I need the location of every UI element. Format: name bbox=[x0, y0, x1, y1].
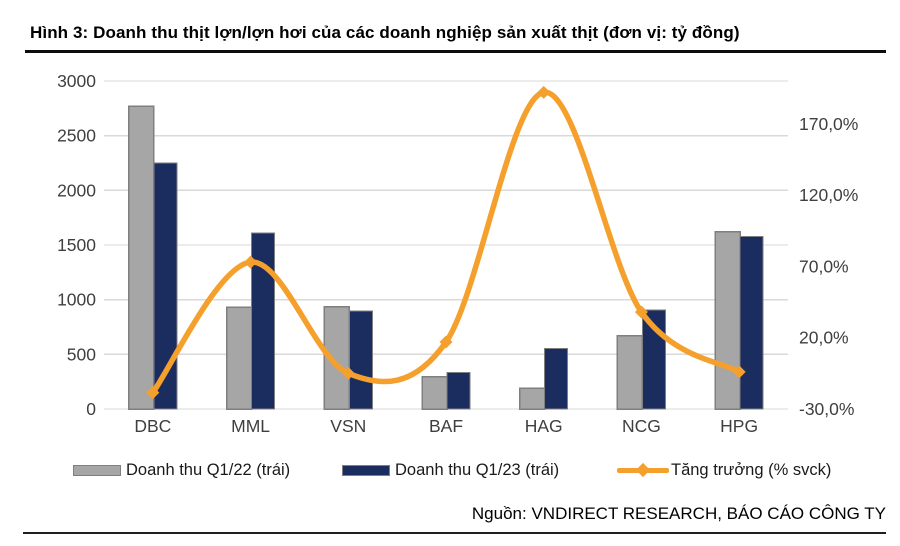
right-axis-tick-label: -30,0% bbox=[799, 399, 854, 419]
x-axis-category-label: VSN bbox=[330, 416, 366, 436]
legend-item-growth: Tăng trưởng (% svck) bbox=[617, 460, 831, 480]
bar-q1-22 bbox=[225, 306, 253, 410]
bar-q1-23 bbox=[544, 347, 569, 410]
bar-q1-22 bbox=[421, 375, 448, 410]
left-axis-tick-label: 500 bbox=[67, 344, 96, 364]
growth-marker-diamond-icon bbox=[244, 255, 258, 269]
figure-title: Hình 3: Doanh thu thịt lợn/lợn hơi của c… bbox=[30, 23, 740, 42]
bar-q1-23 bbox=[348, 310, 373, 410]
right-axis-tick-label: 70,0% bbox=[799, 256, 849, 276]
bar-q1-22 bbox=[616, 334, 644, 410]
bottom-rule bbox=[23, 532, 886, 534]
right-axis-tick-label: 170,0% bbox=[799, 114, 858, 134]
left-axis-tick-label: 2000 bbox=[57, 180, 96, 200]
growth-marker-diamond-icon bbox=[634, 305, 648, 319]
legend-item-q1-22: Doanh thu Q1/22 (trái) bbox=[73, 460, 290, 480]
bar-q1-23 bbox=[446, 371, 471, 410]
growth-marker-diamond-icon bbox=[439, 335, 453, 349]
x-axis-category-label: DBC bbox=[134, 416, 171, 436]
revenue-growth-chart: 0 500 1000 1500 2000 2500 3000 170,0% 120,0% 70,0… bbox=[57, 71, 858, 436]
legend-swatch-q1-23 bbox=[342, 464, 390, 476]
legend-label: Tăng trưởng (% svck) bbox=[671, 460, 832, 479]
left-axis-tick-label: 1500 bbox=[57, 235, 96, 255]
bar-q1-22 bbox=[128, 105, 155, 410]
growth-marker-diamond-icon bbox=[146, 386, 160, 400]
left-axis-tick-label: 2500 bbox=[57, 126, 96, 146]
legend-line-marker-icon bbox=[617, 460, 669, 480]
left-axis-tick-label: 3000 bbox=[57, 71, 96, 91]
x-axis-category-label: HAG bbox=[525, 416, 563, 436]
x-axis-category-label: MML bbox=[231, 416, 270, 436]
x-axis-category-label: NCG bbox=[622, 416, 661, 436]
bar-q1-22 bbox=[714, 231, 741, 410]
bar-q1-23 bbox=[739, 235, 764, 410]
x-axis-category-label: BAF bbox=[429, 416, 463, 436]
legend-label: Doanh thu Q1/23 (trái) bbox=[395, 460, 560, 479]
right-axis-tick-label: 120,0% bbox=[799, 185, 858, 205]
right-axis-tick-label: 20,0% bbox=[799, 328, 849, 348]
left-axis-tick-label: 0 bbox=[86, 399, 96, 419]
legend-label: Doanh thu Q1/22 (trái) bbox=[126, 460, 291, 479]
chart-legend: Doanh thu Q1/22 (trái) Doanh thu Q1/23 (… bbox=[0, 460, 900, 480]
source-attribution: Nguồn: VNDIRECT RESEARCH, BÁO CÁO CÔNG T… bbox=[471, 504, 886, 523]
growth-marker-diamond-icon bbox=[732, 365, 746, 379]
bar-q1-23 bbox=[251, 232, 276, 410]
bar-q1-23 bbox=[153, 162, 178, 410]
growth-marker-diamond-icon bbox=[537, 85, 551, 99]
legend-item-q1-23: Doanh thu Q1/23 (trái) bbox=[342, 460, 559, 480]
legend-swatch-q1-22 bbox=[73, 464, 121, 476]
x-axis-category-label: HPG bbox=[720, 416, 758, 436]
growth-marker-diamond-icon bbox=[341, 366, 355, 380]
title-underline-rule bbox=[25, 50, 886, 53]
left-axis-tick-label: 1000 bbox=[57, 290, 96, 310]
bar-q1-22 bbox=[518, 387, 546, 410]
